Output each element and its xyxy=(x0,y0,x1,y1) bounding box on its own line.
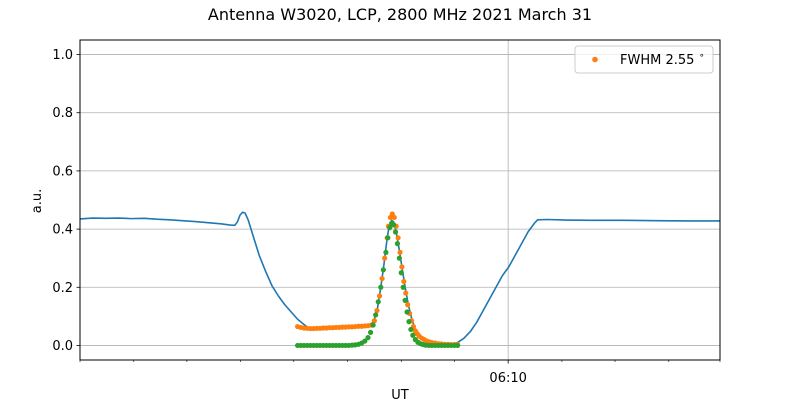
series-2-point xyxy=(383,249,389,255)
series-1-point xyxy=(403,290,409,296)
series-1-point xyxy=(371,318,377,324)
legend-box xyxy=(574,45,714,74)
series-1-point xyxy=(391,214,397,221)
chart-title: Antenna W3020, LCP, 2800 MHz 2021 March … xyxy=(208,5,592,24)
series-1-point xyxy=(382,255,388,261)
legend-degree-sign: ∘ xyxy=(699,51,705,61)
series-2-point xyxy=(406,319,412,325)
y-tick-label: 0.6 xyxy=(52,164,73,179)
y-tick-label: 1.0 xyxy=(52,48,73,63)
series-2-point xyxy=(375,299,381,305)
y-tick-label: 0.8 xyxy=(52,106,73,121)
series-2-point xyxy=(387,225,393,231)
series-2-point xyxy=(385,235,391,241)
series-2-point xyxy=(365,335,371,341)
y-axis-label: a.u. xyxy=(30,189,45,213)
series-2-point xyxy=(373,312,379,318)
grid-lines xyxy=(80,40,720,360)
series-1-point xyxy=(379,275,385,282)
series-1-point xyxy=(376,293,383,299)
series-2-point xyxy=(455,342,461,349)
series-2-point xyxy=(394,241,401,247)
series-2-point xyxy=(400,284,406,290)
series-2-point xyxy=(404,309,410,315)
x-tick-label: 06:10 xyxy=(489,371,526,386)
series-1-point xyxy=(405,302,411,308)
series-line-0 xyxy=(79,211,720,346)
series-layer xyxy=(79,211,720,349)
series-2-point xyxy=(362,338,368,344)
series-2-point xyxy=(410,332,416,338)
legend-marker xyxy=(592,56,598,63)
legend-label: FWHM 2.55 xyxy=(620,53,694,68)
series-1-point xyxy=(397,249,403,255)
series-2-point xyxy=(370,322,376,328)
series-1-point xyxy=(401,278,407,285)
series-2-point xyxy=(367,329,374,335)
series-1-point xyxy=(374,307,380,314)
y-tick-label: 0.2 xyxy=(52,281,73,296)
series-2-point xyxy=(380,267,386,273)
series-2-point xyxy=(378,284,384,290)
y-tick-label: 0.4 xyxy=(52,223,73,238)
series-2-point xyxy=(396,255,402,261)
series-2-point xyxy=(398,270,404,276)
plot-frame xyxy=(79,39,721,361)
series-1-point xyxy=(395,235,401,241)
series-1-point xyxy=(399,264,405,270)
series-2-point xyxy=(392,229,399,235)
series-2-point xyxy=(408,326,414,333)
series-2-point xyxy=(402,297,408,303)
series-2-point xyxy=(391,222,397,228)
y-tick-label: 0.0 xyxy=(52,339,73,354)
axis-ticks: 0.0 0.2 0.4 0.6 0.8 1.0 06:10 xyxy=(52,48,721,386)
x-axis-label: UT xyxy=(391,388,409,400)
legend: FWHM 2.55 ∘ xyxy=(574,45,714,74)
